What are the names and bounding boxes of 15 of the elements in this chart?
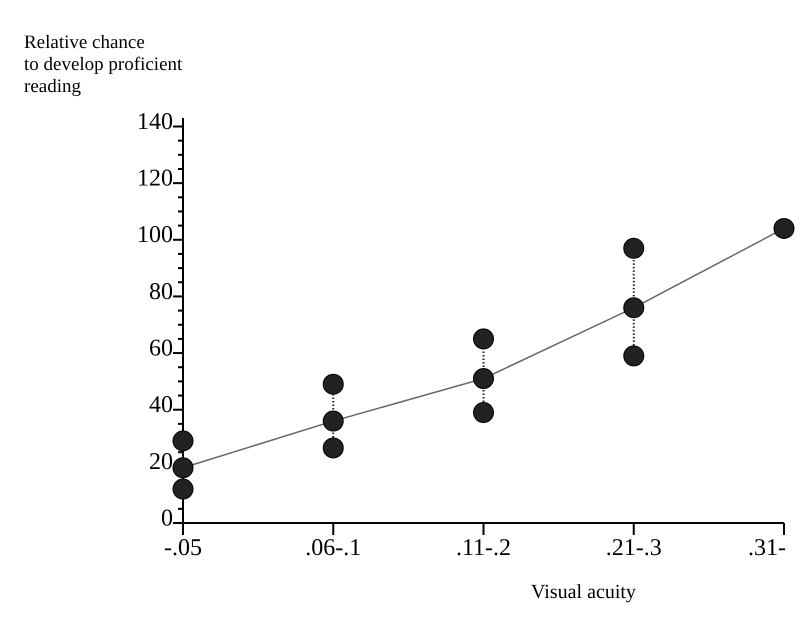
x-tick-label: .31- [748, 535, 786, 561]
y-tick-label: 40 [149, 392, 173, 418]
x-tick-label: .11-.2 [456, 535, 512, 561]
y-tick-label: 0 [161, 505, 173, 532]
y-tick-label: 20 [149, 448, 173, 475]
x-tick-label: -.05 [164, 535, 202, 561]
y-axis-title: Relative chance to develop proficient reading [24, 32, 183, 97]
y-tick-label: 120 [137, 166, 173, 192]
x-tick-label: .21-.3 [606, 535, 662, 561]
x-axis-title: Visual acuity [531, 581, 636, 603]
y-tick-label: 100 [137, 222, 173, 248]
x-tick-label: .06-.1 [305, 535, 362, 561]
y-tick-label: 80 [149, 278, 173, 305]
y-tick-label: 60 [149, 335, 173, 362]
y-tick-label: 140 [137, 108, 173, 135]
